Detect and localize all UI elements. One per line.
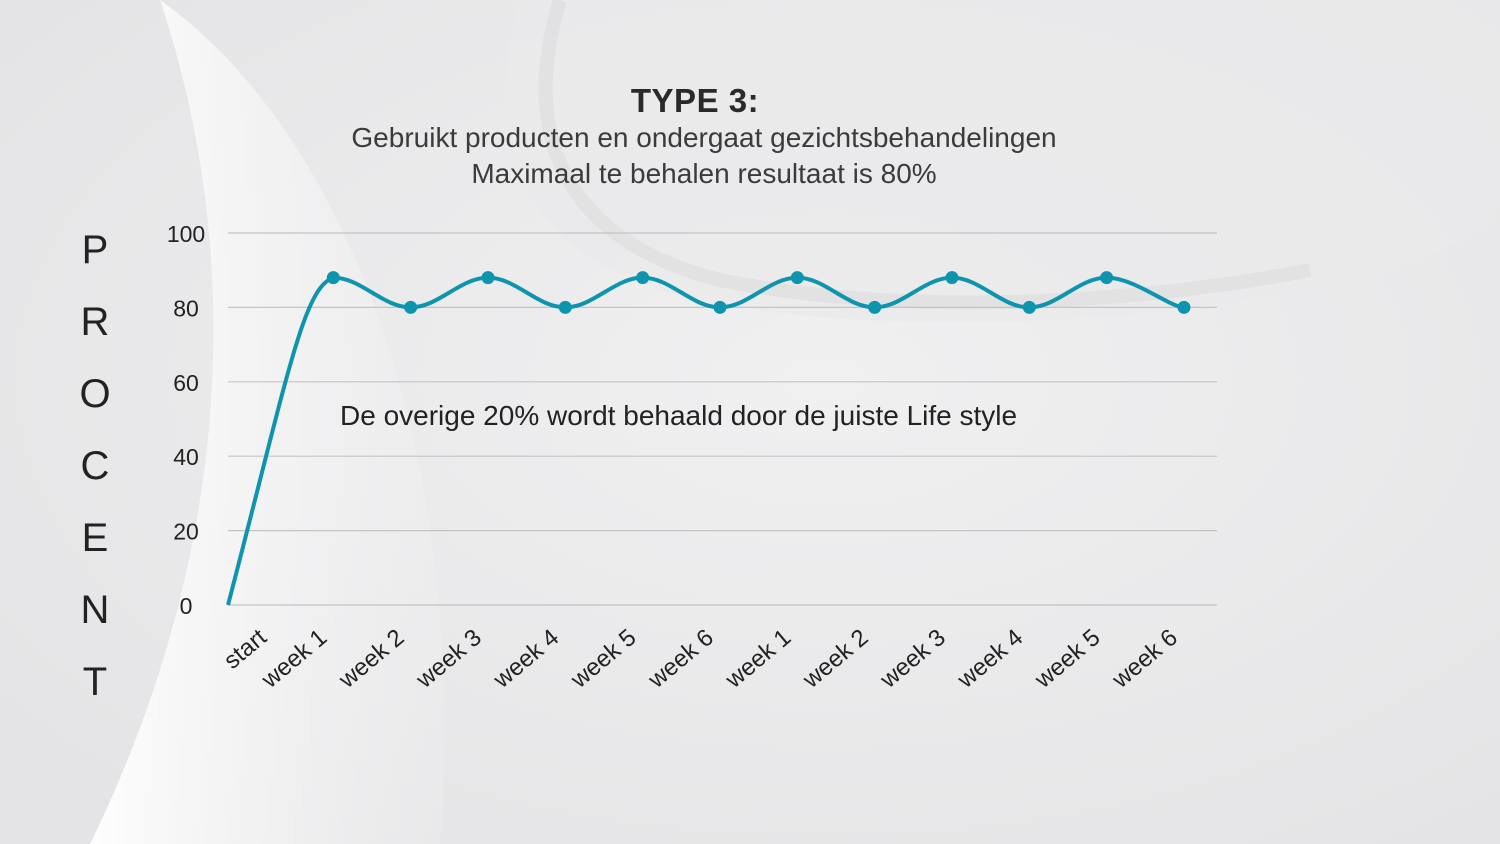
y-tick-label: 20 bbox=[173, 519, 199, 545]
y-axis-label-letter: P bbox=[81, 228, 109, 272]
y-axis-label-letter: C bbox=[80, 444, 110, 488]
data-point bbox=[481, 271, 495, 285]
x-tick-label: week 5 bbox=[565, 624, 641, 694]
y-tick-label: 80 bbox=[173, 295, 199, 321]
y-axis-label-letter: E bbox=[81, 516, 109, 560]
x-tick-label: week 4 bbox=[488, 624, 564, 694]
chart-annotation: De overige 20% wordt behaald door de jui… bbox=[340, 400, 1018, 431]
data-point bbox=[790, 271, 804, 285]
x-tick-label: week 2 bbox=[333, 624, 409, 694]
x-tick-label: week 2 bbox=[797, 624, 873, 694]
x-tick-label: week 6 bbox=[642, 624, 718, 694]
y-tick-label: 0 bbox=[180, 593, 193, 619]
data-point bbox=[945, 271, 959, 285]
data-point bbox=[713, 300, 727, 314]
chart-title: TYPE 3: bbox=[630, 82, 760, 119]
data-point bbox=[868, 300, 882, 314]
x-tick-label: week 1 bbox=[720, 624, 796, 694]
data-point bbox=[1022, 300, 1036, 314]
x-tick-label: week 3 bbox=[410, 624, 486, 694]
y-axis-label-letter: R bbox=[80, 300, 110, 344]
series-line bbox=[226, 275, 1185, 606]
y-tick-label: 100 bbox=[167, 221, 205, 247]
data-point bbox=[1177, 300, 1191, 314]
chart-subtitle-line-2: Maximaal te behalen resultaat is 80% bbox=[471, 158, 937, 189]
y-axis-label-letter: N bbox=[80, 588, 110, 632]
x-tick-label: week 5 bbox=[1029, 624, 1105, 694]
y-tick-label: 60 bbox=[173, 370, 199, 396]
y-tick-label: 40 bbox=[173, 444, 199, 470]
data-point bbox=[558, 300, 572, 314]
data-point bbox=[404, 300, 418, 314]
y-axis-label-letter: O bbox=[79, 372, 111, 416]
data-point bbox=[1100, 271, 1114, 285]
x-tick-label: week 6 bbox=[1106, 624, 1182, 694]
data-point bbox=[636, 271, 650, 285]
data-point bbox=[326, 271, 340, 285]
x-tick-label: week 4 bbox=[952, 624, 1028, 694]
chart-subtitle-line-1: Gebruikt producten en ondergaat gezichts… bbox=[351, 122, 1057, 153]
y-axis-label-letter: T bbox=[82, 660, 108, 704]
x-tick-label: week 3 bbox=[874, 624, 950, 694]
x-tick-label: week 1 bbox=[256, 624, 332, 694]
